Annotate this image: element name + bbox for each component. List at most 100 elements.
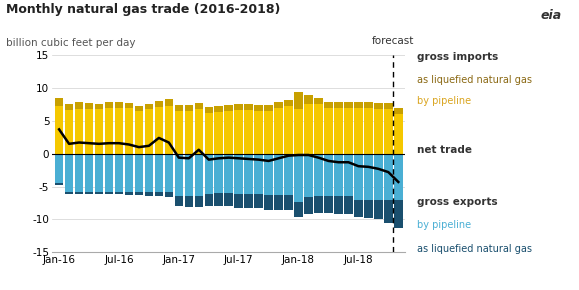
Bar (175, 105, 183, 111)
Bar (344, 108, 353, 154)
Bar (195, 196, 203, 207)
Bar (305, 154, 313, 197)
Bar (344, 102, 353, 108)
Bar (344, 154, 353, 196)
Bar (124, 192, 133, 195)
Bar (364, 108, 373, 154)
Bar (185, 196, 193, 207)
Bar (374, 103, 383, 109)
Bar (265, 195, 273, 210)
Bar (95, 104, 103, 109)
Bar (145, 154, 153, 192)
Bar (185, 111, 193, 154)
Text: forecast: forecast (372, 37, 415, 46)
Bar (274, 154, 283, 195)
Bar (244, 154, 253, 195)
Bar (225, 193, 233, 206)
Bar (115, 154, 123, 192)
Bar (135, 106, 143, 111)
Bar (314, 196, 323, 213)
Bar (164, 99, 173, 106)
Bar (85, 154, 93, 192)
Bar (65, 154, 74, 192)
Bar (105, 193, 113, 195)
Text: gross exports: gross exports (417, 197, 497, 207)
Bar (384, 154, 393, 200)
Bar (214, 193, 223, 206)
Bar (105, 102, 113, 108)
Bar (284, 195, 293, 210)
Bar (394, 114, 402, 154)
Bar (265, 105, 273, 111)
Bar (384, 109, 393, 154)
Bar (115, 102, 123, 108)
Bar (145, 109, 153, 154)
Text: gross imports: gross imports (417, 52, 498, 62)
Bar (65, 104, 74, 110)
Bar (364, 154, 373, 200)
Bar (195, 109, 203, 154)
Text: billion cubic feet per day: billion cubic feet per day (6, 38, 135, 48)
Bar (284, 154, 293, 195)
Bar (265, 154, 273, 195)
Bar (234, 104, 243, 110)
Bar (135, 111, 143, 154)
Bar (265, 111, 273, 154)
Bar (65, 192, 74, 194)
Bar (344, 196, 353, 214)
Bar (195, 103, 203, 109)
Bar (95, 154, 103, 192)
Bar (254, 154, 263, 195)
Bar (364, 200, 373, 218)
Bar (204, 195, 213, 206)
Bar (75, 102, 83, 109)
Bar (65, 110, 74, 154)
Bar (105, 154, 113, 193)
Bar (254, 111, 263, 154)
Bar (284, 106, 293, 154)
Bar (244, 110, 253, 154)
Bar (225, 111, 233, 154)
Bar (124, 103, 133, 108)
Bar (254, 195, 263, 208)
Bar (75, 192, 83, 194)
Bar (334, 108, 343, 154)
Bar (225, 154, 233, 193)
Bar (354, 108, 362, 154)
Bar (374, 154, 383, 200)
Bar (244, 104, 253, 110)
Text: by pipeline: by pipeline (417, 96, 471, 106)
Bar (214, 112, 223, 154)
Bar (234, 195, 243, 208)
Bar (124, 108, 133, 154)
Bar (384, 103, 393, 109)
Bar (354, 200, 362, 218)
Bar (185, 105, 193, 111)
Text: as liquefied natural gas: as liquefied natural gas (417, 244, 532, 253)
Bar (364, 102, 373, 108)
Bar (324, 102, 333, 108)
Bar (85, 192, 93, 194)
Bar (274, 108, 283, 154)
Bar (354, 102, 362, 108)
Bar (284, 100, 293, 106)
Bar (214, 106, 223, 112)
Bar (175, 111, 183, 154)
Bar (314, 99, 323, 104)
Bar (334, 154, 343, 196)
Bar (204, 113, 213, 154)
Bar (294, 202, 303, 217)
Bar (324, 196, 333, 213)
Bar (155, 192, 163, 196)
Bar (384, 200, 393, 223)
Bar (354, 154, 362, 200)
Text: by pipeline: by pipeline (417, 220, 471, 230)
Text: eia: eia (541, 9, 562, 22)
Bar (394, 108, 402, 114)
Bar (175, 154, 183, 196)
Bar (294, 154, 303, 202)
Bar (85, 103, 93, 109)
Bar (124, 154, 133, 192)
Text: net trade: net trade (417, 145, 472, 155)
Bar (175, 196, 183, 206)
